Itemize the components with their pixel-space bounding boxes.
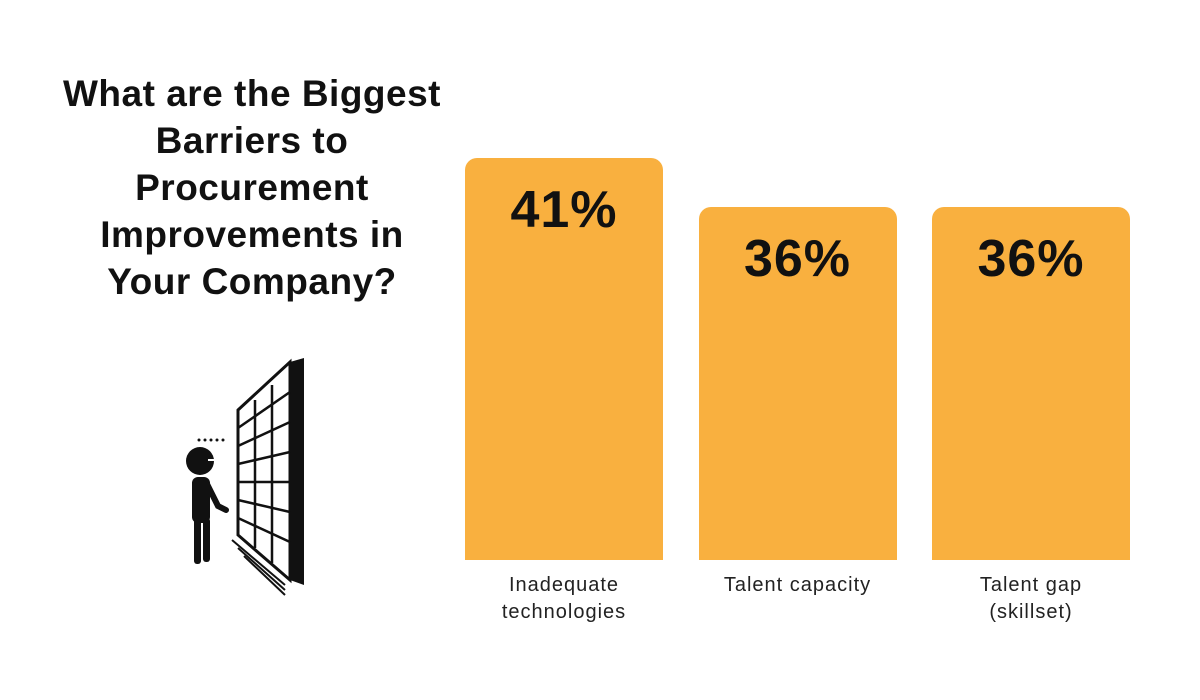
bar	[698, 207, 897, 560]
value-label: 36%	[977, 230, 1085, 289]
x-tick-label: Inadequate technologies	[501, 574, 627, 623]
chart-title: What are the Biggest Barriers to Procure…	[63, 73, 441, 302]
x-tick-label: Talent gap (skillset)	[979, 574, 1083, 623]
value-label: 36%	[743, 230, 852, 289]
x-tick-label: Talent capacity	[723, 574, 872, 596]
bar	[932, 207, 1130, 560]
bar	[465, 158, 663, 560]
illustration	[186, 358, 304, 596]
value-label: 41%	[510, 181, 618, 239]
